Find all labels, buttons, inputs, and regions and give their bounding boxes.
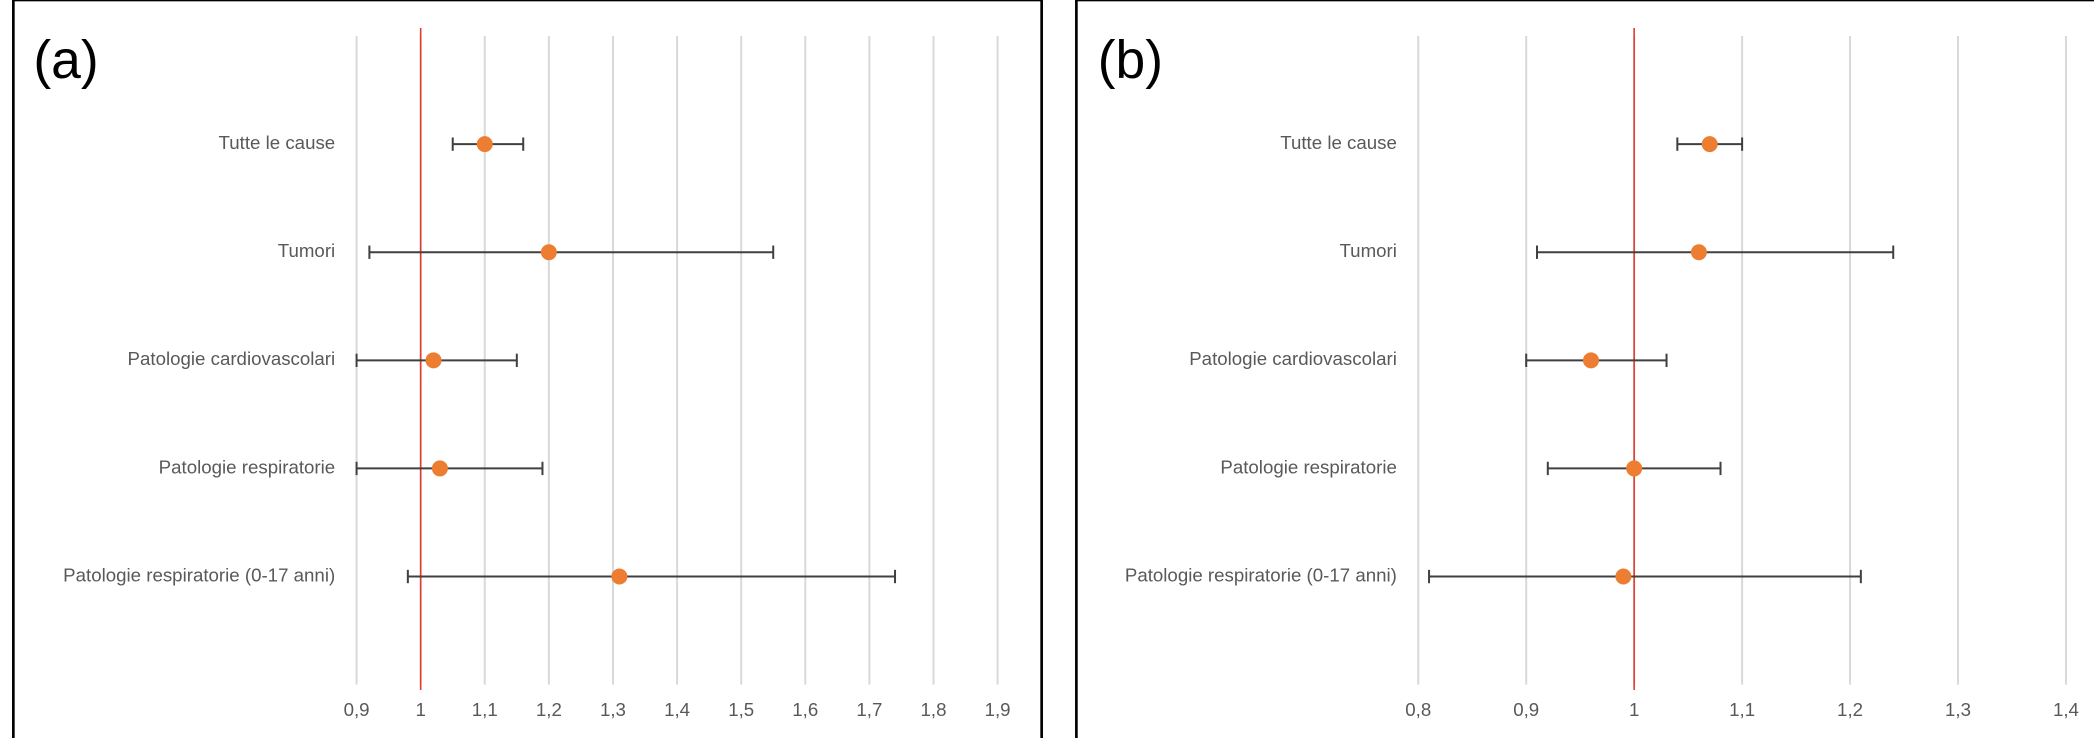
x-tick-label: 1,5 bbox=[728, 699, 754, 720]
point-estimate bbox=[425, 352, 442, 369]
x-tick-label: 1,9 bbox=[985, 699, 1011, 720]
x-tick-label: 1,4 bbox=[2053, 699, 2079, 720]
category-label: Patologie respiratorie bbox=[159, 456, 336, 477]
category-label: Patologie respiratorie (0-17 anni) bbox=[1125, 564, 1397, 585]
category-label: Patologie cardiovascolari bbox=[128, 348, 336, 369]
point-estimate bbox=[431, 460, 448, 477]
x-tick-label: 1,4 bbox=[664, 699, 690, 720]
point-estimate bbox=[540, 244, 557, 261]
category-label: Tumori bbox=[1339, 240, 1396, 261]
x-tick-label: 1,2 bbox=[536, 699, 562, 720]
category-label: Patologie respiratorie (0-17 anni) bbox=[63, 564, 335, 585]
panel-label: (b) bbox=[1098, 31, 1163, 90]
panel-frame bbox=[12, 0, 1043, 738]
x-tick-label: 1,1 bbox=[472, 699, 498, 720]
category-label: Patologie cardiovascolari bbox=[1189, 348, 1397, 369]
x-tick-label: 1,6 bbox=[792, 699, 818, 720]
point-estimate bbox=[1582, 352, 1599, 369]
x-tick-label: 1,8 bbox=[920, 699, 946, 720]
point-estimate bbox=[1690, 244, 1707, 261]
panel-label: (a) bbox=[33, 31, 98, 90]
point-estimate bbox=[1615, 568, 1632, 585]
category-label: Tutte le cause bbox=[1280, 132, 1397, 153]
x-tick-label: 1 bbox=[1629, 699, 1639, 720]
category-label: Tumori bbox=[278, 240, 335, 261]
x-tick-label: 1 bbox=[415, 699, 425, 720]
category-label: Tutte le cause bbox=[219, 132, 336, 153]
point-estimate bbox=[1626, 460, 1643, 477]
x-tick-label: 1,3 bbox=[1945, 699, 1971, 720]
panel-frame bbox=[1075, 0, 2094, 738]
category-label: Patologie respiratorie bbox=[1220, 456, 1397, 477]
point-estimate bbox=[1701, 136, 1718, 153]
point-estimate bbox=[611, 568, 628, 585]
x-tick-label: 0,9 bbox=[344, 699, 370, 720]
x-tick-label: 0,9 bbox=[1513, 699, 1539, 720]
x-tick-label: 1,7 bbox=[856, 699, 882, 720]
point-estimate bbox=[476, 136, 493, 153]
x-tick-label: 1,3 bbox=[600, 699, 626, 720]
x-tick-label: 0,8 bbox=[1405, 699, 1431, 720]
x-tick-label: 1,2 bbox=[1837, 699, 1863, 720]
x-tick-label: 1,1 bbox=[1729, 699, 1755, 720]
